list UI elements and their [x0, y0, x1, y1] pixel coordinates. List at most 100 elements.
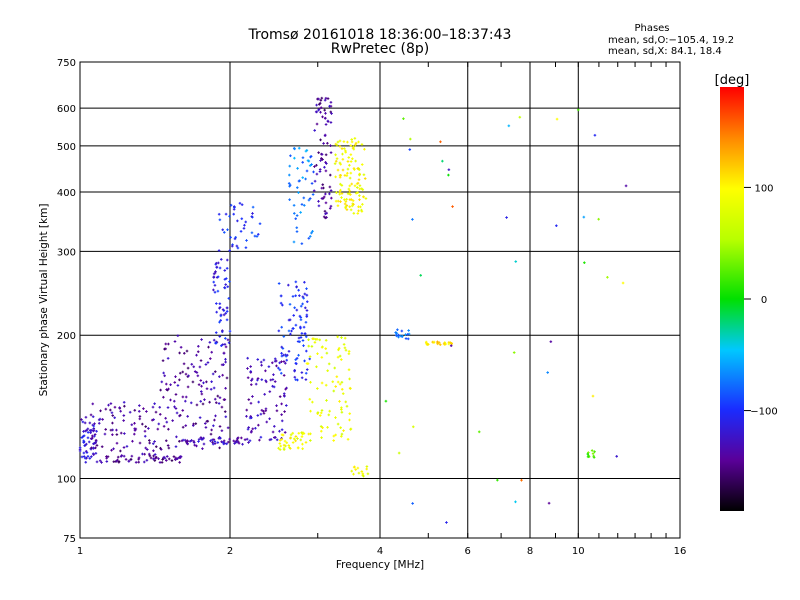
data-point [176, 384, 180, 387]
data-point [105, 456, 108, 460]
data-point [305, 169, 309, 173]
colorbar-tick-label: −100 [750, 407, 777, 418]
y-tick-label: 750 [57, 58, 76, 69]
data-point [297, 336, 301, 340]
data-point [87, 440, 91, 444]
data-point [297, 146, 301, 150]
data-point [224, 283, 228, 286]
data-point [311, 337, 314, 341]
data-point [356, 466, 360, 470]
data-point [109, 408, 112, 412]
data-point [200, 338, 203, 341]
data-point [364, 197, 368, 200]
data-point [546, 371, 549, 374]
data-point [297, 288, 300, 292]
data-point [196, 350, 200, 354]
data-point [292, 327, 295, 330]
data-point [222, 313, 226, 317]
data-point [275, 404, 278, 407]
data-point [224, 357, 227, 361]
data-point [348, 189, 352, 193]
data-point [221, 343, 225, 346]
data-point [352, 147, 356, 151]
data-point [244, 220, 248, 224]
data-point [235, 440, 239, 444]
data-point [215, 261, 218, 265]
data-point [356, 181, 360, 185]
data-point [354, 159, 357, 163]
data-point [99, 409, 102, 413]
data-point [280, 428, 284, 431]
data-point [178, 371, 182, 375]
data-point [312, 170, 315, 174]
data-point [277, 329, 281, 333]
data-point [320, 153, 324, 156]
data-point [174, 458, 177, 461]
data-point [336, 140, 340, 144]
data-point [319, 106, 323, 110]
data-point [280, 345, 284, 349]
data-point [137, 456, 141, 460]
data-point [204, 363, 208, 366]
data-point [320, 186, 324, 190]
data-point [340, 387, 344, 391]
data-point [343, 346, 347, 350]
data-point [119, 455, 123, 458]
data-point [402, 117, 405, 120]
colorbar: [deg] −100 0 100 [715, 73, 778, 511]
data-point [222, 351, 226, 355]
data-point [296, 437, 299, 440]
data-point [349, 144, 353, 147]
data-point [318, 338, 322, 342]
data-point [337, 346, 341, 350]
data-point [130, 423, 134, 427]
data-point [352, 203, 355, 206]
chart-title: Tromsø 20161018 18:36:00–18:37:43 [248, 27, 512, 43]
data-point [324, 201, 328, 205]
data-point [249, 415, 252, 418]
data-point [320, 96, 324, 100]
data-point [212, 338, 216, 342]
data-point [360, 163, 364, 166]
data-point [328, 207, 332, 210]
data-point [248, 416, 252, 420]
data-point [346, 160, 350, 163]
data-point [362, 195, 365, 199]
data-point [290, 329, 293, 333]
data-point [122, 414, 126, 417]
data-point [304, 378, 308, 381]
data-point [518, 115, 522, 119]
data-point [348, 205, 351, 209]
data-point [279, 444, 282, 448]
data-point [349, 171, 353, 175]
data-point [212, 272, 216, 276]
data-point [583, 261, 586, 264]
data-point [218, 218, 222, 222]
data-point [311, 400, 314, 404]
data-point [294, 280, 298, 284]
data-point [213, 418, 216, 422]
data-point [293, 212, 296, 215]
data-point [313, 179, 317, 183]
data-point [186, 415, 189, 418]
data-point [352, 465, 356, 469]
data-point [447, 342, 451, 346]
data-point [264, 379, 268, 382]
data-point [184, 372, 188, 376]
data-point [225, 442, 228, 446]
data-point [199, 390, 203, 393]
data-point [220, 405, 224, 409]
data-point [78, 446, 82, 450]
data-point [228, 437, 231, 441]
y-tick-label: 400 [57, 188, 76, 199]
data-point [332, 439, 335, 442]
data-point [327, 413, 331, 417]
data-point [352, 167, 356, 170]
data-point [200, 392, 204, 396]
data-point [97, 422, 101, 425]
data-point [449, 344, 453, 348]
data-point [273, 425, 276, 428]
data-point [348, 412, 352, 415]
data-point [348, 176, 352, 180]
data-point [204, 426, 208, 429]
